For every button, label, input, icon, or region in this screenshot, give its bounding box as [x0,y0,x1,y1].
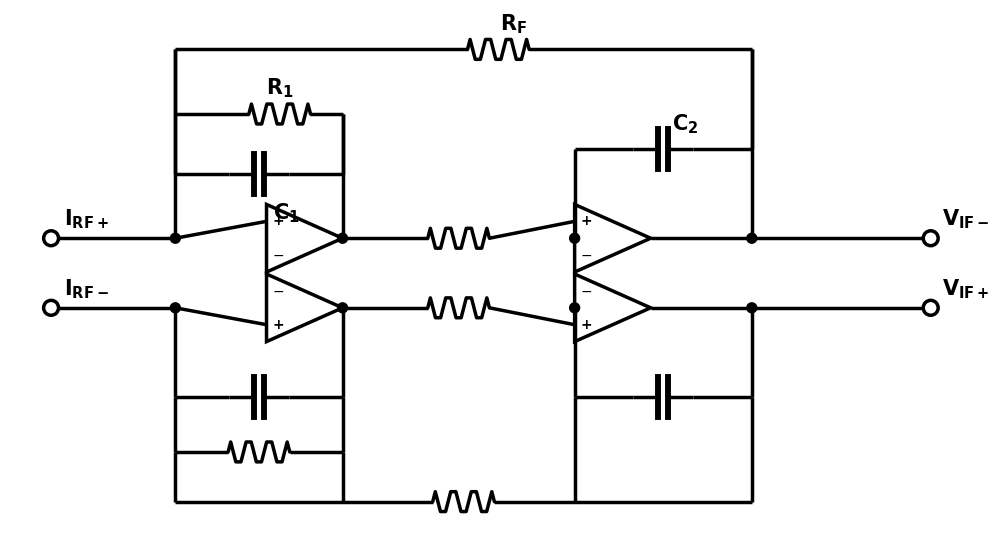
Text: $\mathbf{V_{IF+}}$: $\mathbf{V_{IF+}}$ [942,277,989,301]
Circle shape [44,300,59,315]
Circle shape [747,303,757,313]
Circle shape [170,303,180,313]
Circle shape [338,233,348,243]
Circle shape [923,231,938,246]
Circle shape [338,303,348,313]
Circle shape [170,233,180,243]
Circle shape [570,233,580,243]
Text: $-$: $-$ [580,248,593,262]
Text: $\mathbf{V_{IF-}}$: $\mathbf{V_{IF-}}$ [942,208,989,231]
Circle shape [44,231,59,246]
Circle shape [570,303,580,313]
Text: $\mathbf{I_{RF+}}$: $\mathbf{I_{RF+}}$ [64,208,109,231]
Text: $\mathbf{R_1}$: $\mathbf{R_1}$ [266,76,293,100]
Text: +: + [581,318,592,332]
Text: $-$: $-$ [580,284,593,298]
Text: $-$: $-$ [272,284,284,298]
Text: $\mathbf{R_F}$: $\mathbf{R_F}$ [500,13,527,36]
Circle shape [747,233,757,243]
Text: $\mathbf{C_2}$: $\mathbf{C_2}$ [672,112,698,136]
Text: $\mathbf{I_{RF-}}$: $\mathbf{I_{RF-}}$ [64,277,109,301]
Text: +: + [273,215,284,228]
Text: $-$: $-$ [272,248,284,262]
Circle shape [923,300,938,315]
Text: +: + [273,318,284,332]
Text: $\mathbf{C_1}$: $\mathbf{C_1}$ [273,201,300,225]
Text: +: + [581,215,592,228]
